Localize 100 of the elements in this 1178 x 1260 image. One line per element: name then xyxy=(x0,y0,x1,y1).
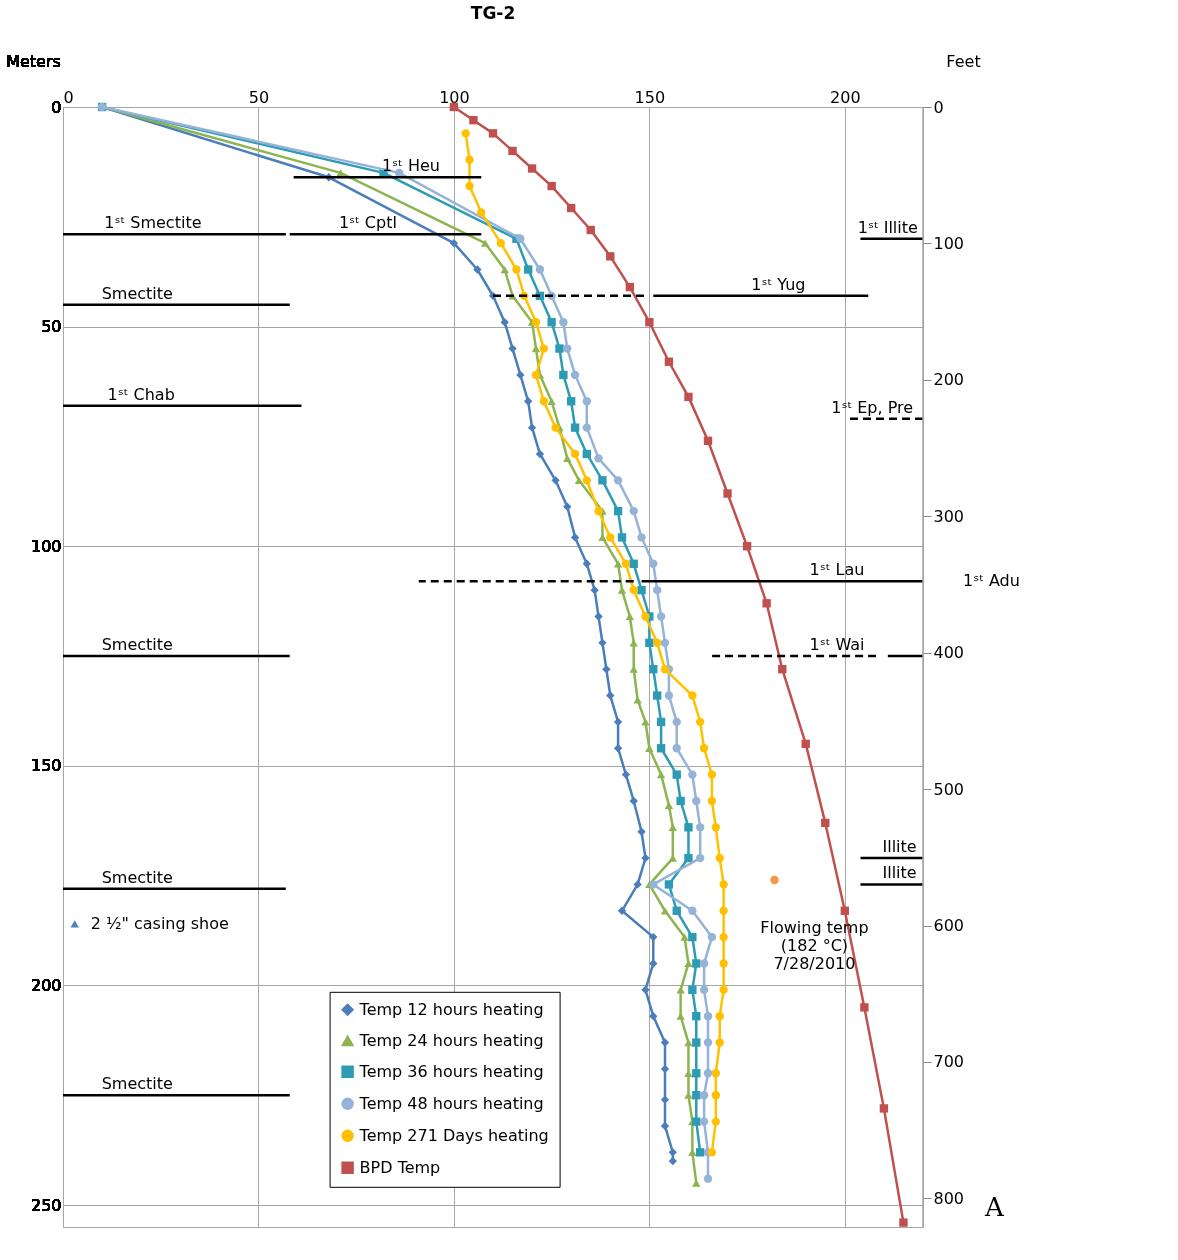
point xyxy=(637,827,646,836)
annotation: Smectite xyxy=(101,1074,173,1094)
point xyxy=(559,370,568,380)
point xyxy=(527,423,537,432)
point xyxy=(551,423,560,432)
point xyxy=(742,542,752,551)
point xyxy=(524,265,533,274)
point xyxy=(688,985,697,995)
point xyxy=(625,282,634,292)
point xyxy=(527,164,537,173)
point xyxy=(656,770,666,779)
point xyxy=(723,489,732,498)
point xyxy=(653,638,662,648)
annotation: 1ˢᵗ Cptl xyxy=(338,213,397,233)
point xyxy=(567,397,576,406)
point xyxy=(711,1091,720,1100)
point xyxy=(481,239,490,247)
point xyxy=(656,612,666,621)
point xyxy=(531,344,541,353)
point xyxy=(899,1218,908,1227)
point xyxy=(664,801,674,809)
annotation: 1ˢᵗ Illite xyxy=(857,217,918,237)
point xyxy=(645,318,654,327)
point xyxy=(778,665,787,674)
point xyxy=(664,357,674,366)
point xyxy=(707,932,717,942)
point xyxy=(699,1117,709,1126)
point xyxy=(649,665,658,674)
point xyxy=(629,559,638,568)
y2-axis-title: Feet xyxy=(946,51,981,71)
annotation: 2 ½" casing shoe xyxy=(90,913,229,933)
point xyxy=(625,612,634,621)
y2-tick-label: 400 xyxy=(933,643,965,663)
point xyxy=(664,691,674,700)
x-tick-label: 50 xyxy=(248,87,270,107)
point xyxy=(656,717,666,727)
point xyxy=(582,449,591,459)
point xyxy=(516,370,525,380)
point xyxy=(637,585,646,595)
point xyxy=(637,533,646,542)
x-tick-label: 150 xyxy=(634,87,666,107)
annotation: 1ˢᵗ Ep, Pre xyxy=(831,397,914,417)
point xyxy=(649,880,658,889)
legend-label: Temp 271 Days heating xyxy=(358,1125,549,1145)
point xyxy=(633,696,642,704)
point xyxy=(539,397,548,406)
point xyxy=(582,559,591,568)
point xyxy=(676,796,685,806)
point xyxy=(676,986,685,994)
annotation: 1ˢᵗ Wai xyxy=(809,635,865,655)
point xyxy=(762,599,771,608)
point xyxy=(703,436,713,445)
point xyxy=(649,559,658,568)
point xyxy=(641,853,650,863)
point xyxy=(879,1104,889,1113)
point xyxy=(672,717,681,727)
annotation: Smectite xyxy=(101,283,173,303)
point xyxy=(488,129,498,138)
point xyxy=(594,506,603,516)
point xyxy=(621,559,631,568)
point xyxy=(680,933,689,941)
y2-tick-label: 300 xyxy=(933,506,965,526)
point xyxy=(649,932,658,942)
y2-tick-label: 200 xyxy=(933,370,965,390)
point xyxy=(860,1003,869,1012)
point xyxy=(660,665,670,674)
point xyxy=(715,1038,724,1047)
y-tick-label: 150 xyxy=(30,756,62,776)
point xyxy=(590,585,599,595)
point xyxy=(570,533,580,542)
point xyxy=(696,717,705,727)
x-tick-label: 200 xyxy=(830,87,861,107)
y-tick-label: 50 xyxy=(41,317,62,337)
point xyxy=(516,234,525,243)
point xyxy=(696,1148,705,1157)
point xyxy=(711,823,720,832)
point xyxy=(672,744,681,753)
x-tick-label: 100 xyxy=(439,87,470,107)
point xyxy=(672,906,681,915)
point xyxy=(692,796,701,806)
point xyxy=(500,265,509,274)
point xyxy=(563,454,572,462)
annotation: Smectite xyxy=(101,635,173,655)
point xyxy=(692,1038,701,1047)
point xyxy=(570,370,580,380)
point xyxy=(539,344,548,353)
point xyxy=(719,880,728,889)
point xyxy=(660,1095,670,1104)
point xyxy=(715,1012,724,1021)
point xyxy=(649,1011,658,1021)
point xyxy=(598,476,607,485)
point xyxy=(524,397,533,406)
point xyxy=(696,823,705,832)
point xyxy=(563,344,572,353)
point xyxy=(692,1091,701,1100)
point xyxy=(688,906,697,915)
point xyxy=(688,932,697,942)
annotation: 1ˢᵗ Yug xyxy=(751,274,806,294)
point xyxy=(660,1038,670,1047)
point xyxy=(684,823,693,832)
